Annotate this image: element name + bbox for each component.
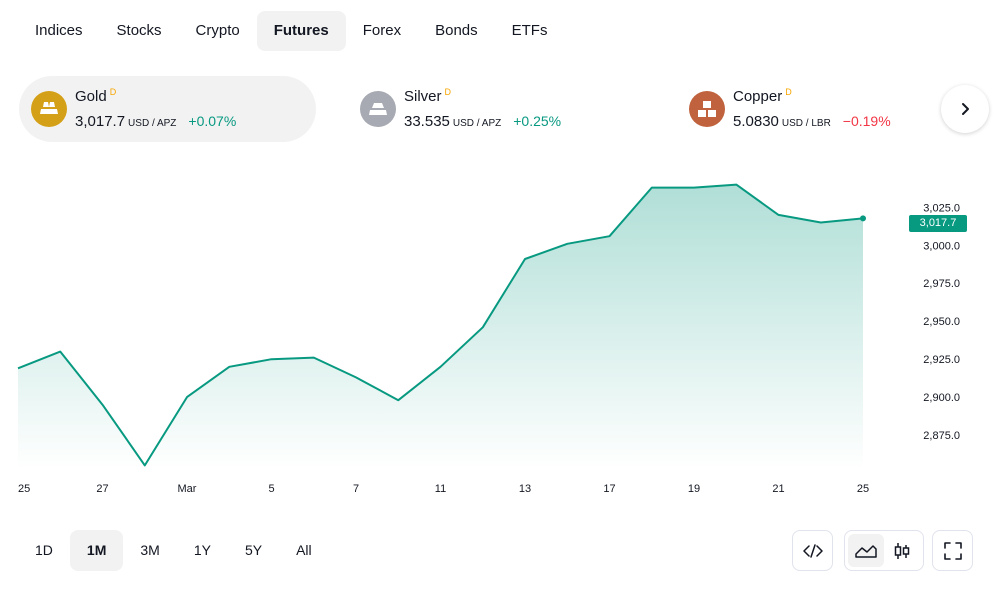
y-tick-label: 2,925.0 [923, 354, 960, 366]
candlestick-chart-button[interactable] [884, 534, 920, 567]
delayed-badge: D [785, 87, 792, 97]
x-tick-label: 21 [772, 483, 784, 495]
embed-button[interactable] [792, 530, 833, 571]
y-tick-label: 2,950.0 [923, 316, 960, 328]
candlestick-icon [894, 542, 910, 559]
range-all[interactable]: All [296, 542, 312, 558]
delayed-badge: D [109, 87, 117, 97]
ticker-change: −0.19% [842, 113, 891, 129]
ticker-price: 33.535 [404, 113, 450, 130]
delayed-badge: D [444, 87, 452, 97]
ticker-unit: USD / APZ [452, 118, 502, 129]
y-tick-label: 2,875.0 [923, 430, 960, 442]
tab-stocks[interactable]: Stocks [116, 22, 162, 39]
silver-bars-icon [360, 91, 396, 127]
next-tickers-button[interactable] [941, 85, 989, 133]
x-tick-label: 25 [857, 483, 869, 495]
tab-futures[interactable]: Futures [256, 11, 346, 51]
ticker-name: Silver [404, 88, 442, 105]
ticker-price: 3,017.7 [75, 113, 126, 130]
ticker-change: +0.25% [513, 113, 562, 129]
tab-crypto[interactable]: Crypto [195, 22, 240, 39]
x-tick-label: 13 [519, 483, 531, 495]
ticker-unit: USD / APZ [128, 118, 177, 129]
tab-forex[interactable]: Forex [362, 22, 402, 39]
ticker-name: Gold [75, 88, 107, 105]
fullscreen-button[interactable] [932, 530, 973, 571]
x-tick-label: 25 [18, 483, 30, 495]
x-axis-labels: 25 27 Mar 5 7 11 13 17 19 21 25 [18, 483, 869, 495]
x-tick-label: Mar [178, 483, 197, 495]
ticker-card-gold[interactable]: Gold D 3,017.7 USD / APZ +0.07% [19, 76, 316, 142]
y-tick-label: 2,900.0 [923, 392, 960, 404]
range-selector: 1D 1M 3M 1Y 5Y All [18, 530, 329, 571]
market-tabs: Indices Stocks Crypto Futures Forex Bond… [18, 11, 564, 51]
y-tick-label: 3,025.0 [923, 202, 960, 214]
tab-indices[interactable]: Indices [35, 22, 83, 39]
x-tick-label: 7 [353, 483, 359, 495]
x-tick-label: 5 [268, 483, 274, 495]
last-price-dot [860, 215, 866, 222]
fullscreen-icon [943, 541, 962, 560]
ticker-change: +0.07% [188, 113, 237, 129]
tab-bonds[interactable]: Bonds [435, 22, 478, 39]
ticker-card-silver[interactable]: Silver D 33.535 USD / APZ +0.25% [348, 76, 648, 142]
range-3m[interactable]: 3M [140, 542, 160, 558]
price-area-fill [18, 184, 863, 470]
ticker-price: 5.0830 [733, 113, 779, 130]
y-axis-labels: 3,025.0 3,000.0 2,975.0 2,950.0 2,925.0 2,900… [923, 202, 960, 442]
gold-bars-icon [31, 91, 67, 127]
price-line [17, 183, 864, 467]
x-tick-label: 19 [688, 483, 700, 495]
area-chart-button[interactable] [848, 534, 884, 567]
chevron-right-icon [962, 103, 969, 115]
ticker-card-copper[interactable]: Copper D 5.0830 USD / LBR −0.19% [677, 76, 927, 142]
embed-code-icon [802, 543, 823, 558]
range-1d[interactable]: 1D [35, 542, 53, 558]
ticker-unit: USD / LBR [781, 118, 831, 129]
price-chart-svg: 25 27 Mar 5 7 11 13 17 19 21 25 3,025.0 3,000.0 2,97… [17, 183, 960, 495]
price-chart[interactable]: 25 27 Mar 5 7 11 13 17 19 21 25 3,025.0 3,000.0 2,97… [0, 150, 993, 510]
x-tick-label: 11 [435, 483, 446, 495]
range-5y[interactable]: 5Y [244, 542, 263, 558]
ticker-name: Copper [733, 88, 783, 105]
tab-etfs[interactable]: ETFs [511, 22, 548, 39]
range-1m[interactable]: 1M [69, 530, 124, 571]
y-tick-label: 3,000.0 [923, 240, 960, 252]
area-chart-icon [855, 544, 877, 558]
last-price-label: 3,017.7 [909, 215, 967, 232]
y-tick-label: 2,975.0 [923, 278, 960, 290]
x-tick-label: 17 [603, 483, 615, 495]
chart-style-toggle [844, 530, 924, 571]
x-tick-label: 27 [96, 483, 108, 495]
copper-blocks-icon [689, 91, 725, 127]
range-1y[interactable]: 1Y [193, 542, 211, 558]
